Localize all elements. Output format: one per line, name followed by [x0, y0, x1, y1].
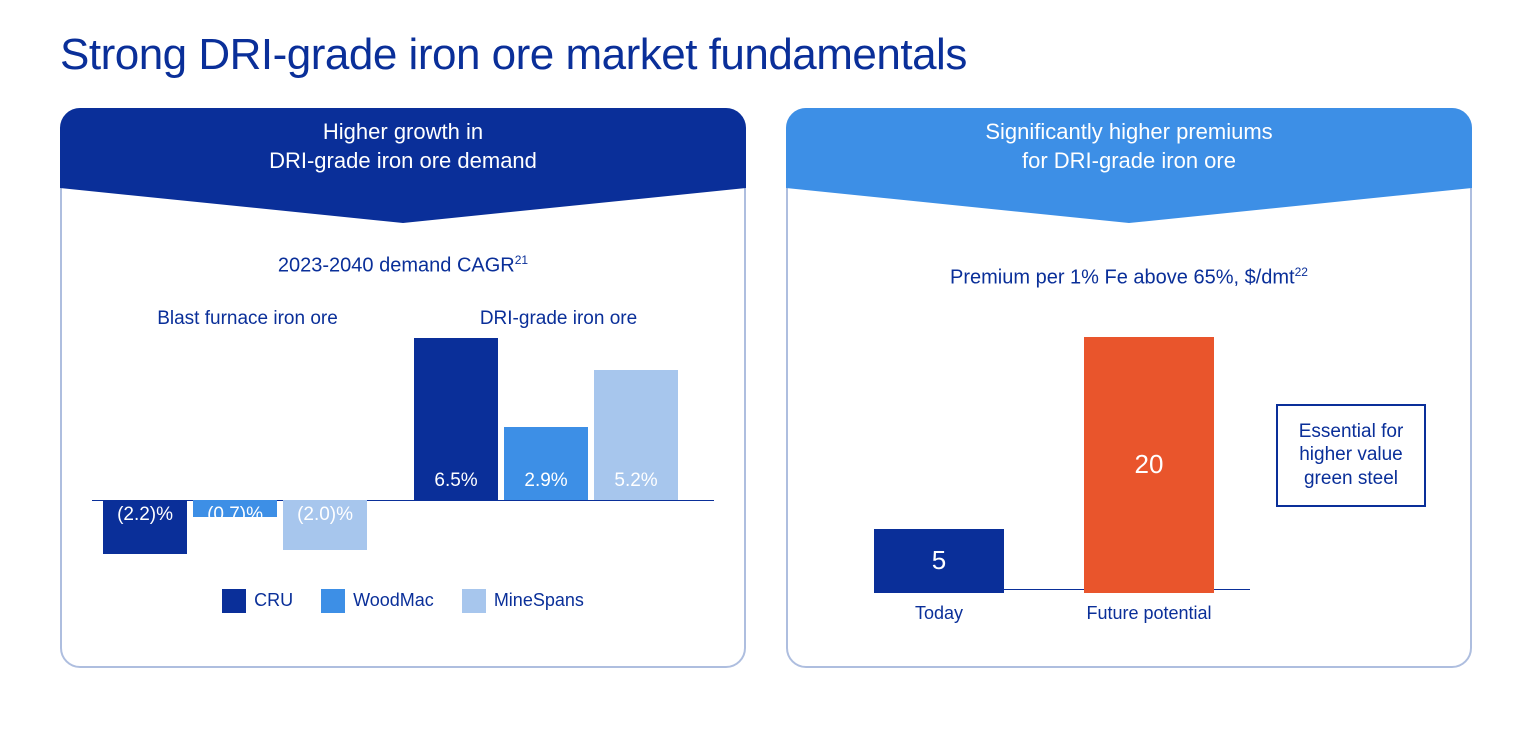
panel-header-right: Significantly higher premiums for DRI-gr…	[786, 108, 1472, 223]
legend-item: CRU	[222, 589, 293, 613]
bar: (2.0)%	[283, 338, 367, 563]
bar-value-label: 2.9%	[504, 470, 588, 492]
legend-swatch	[321, 589, 345, 613]
bar: 6.5%	[414, 338, 498, 563]
panel-header-left: Higher growth in DRI-grade iron ore dema…	[60, 108, 746, 223]
bar-value-label: (0.7)%	[193, 504, 277, 526]
premium-bar: 20	[1084, 337, 1214, 593]
panels-row: Higher growth in DRI-grade iron ore dema…	[60, 108, 1472, 668]
bar-value-label: (2.0)%	[283, 504, 367, 526]
panel-header-chevron	[786, 188, 1472, 223]
legend: CRU WoodMac MineSpans	[92, 589, 714, 613]
panel-demand-growth: Higher growth in DRI-grade iron ore dema…	[60, 108, 746, 668]
premium-bar-chart: 5 Today 20 Future potential Essential for h…	[818, 314, 1440, 624]
header-line2: for DRI-grade iron ore	[1022, 148, 1236, 173]
premium-axis-label: Today	[915, 603, 963, 624]
right-chart-title: Premium per 1% Fe above 65%, $/dmt22	[818, 265, 1440, 290]
panel-header-text: Significantly higher premiums for DRI-gr…	[786, 118, 1472, 175]
bar-value-label: 6.5%	[414, 470, 498, 492]
premium-bar: 5	[874, 529, 1004, 593]
header-line1: Significantly higher premiums	[985, 119, 1272, 144]
chart-title-text: 2023-2040 demand CAGR	[278, 255, 515, 277]
legend-item: WoodMac	[321, 589, 434, 613]
legend-label: WoodMac	[353, 590, 434, 611]
bar: 5.2%	[594, 338, 678, 563]
legend-label: CRU	[254, 590, 293, 611]
panel-header-text: Higher growth in DRI-grade iron ore dema…	[60, 118, 746, 175]
group1-bars: (2.2)% (0.7)% (2.0)%	[103, 338, 367, 563]
header-line2: DRI-grade iron ore demand	[269, 148, 537, 173]
grouped-bar-chart: (2.2)% (0.7)% (2.0)% 6.5% 2.9% 5.2%	[92, 338, 714, 563]
chart-title-sup: 21	[515, 253, 528, 267]
header-line1: Higher growth in	[323, 119, 483, 144]
legend-item: MineSpans	[462, 589, 584, 613]
legend-swatch	[462, 589, 486, 613]
group2-label: DRI-grade iron ore	[403, 308, 714, 330]
group-labels-row: Blast furnace iron ore DRI-grade iron or…	[92, 308, 714, 330]
page-title: Strong DRI-grade iron ore market fundame…	[60, 30, 1472, 80]
legend-label: MineSpans	[494, 590, 584, 611]
bar: (0.7)%	[193, 338, 277, 563]
legend-swatch	[222, 589, 246, 613]
callout-box: Essential for higher value green steel	[1276, 404, 1426, 507]
panel-header-chevron	[60, 188, 746, 223]
premium-axis-label: Future potential	[1086, 603, 1211, 624]
group2-bars: 6.5% 2.9% 5.2%	[414, 338, 678, 563]
bar-value-label: 5.2%	[594, 470, 678, 492]
group1-label: Blast furnace iron ore	[92, 308, 403, 330]
premium-bar-wrap: 20 Future potential	[1084, 337, 1214, 624]
panel-premiums: Significantly higher premiums for DRI-gr…	[786, 108, 1472, 668]
bar-value-label: (2.2)%	[103, 504, 187, 526]
premium-bar-wrap: 5 Today	[874, 529, 1004, 624]
bar: 2.9%	[504, 338, 588, 563]
bar: (2.2)%	[103, 338, 187, 563]
chart-title-text: Premium per 1% Fe above 65%, $/dmt	[950, 267, 1295, 289]
chart-title-sup: 22	[1295, 265, 1308, 279]
left-chart-title: 2023-2040 demand CAGR21	[92, 253, 714, 278]
